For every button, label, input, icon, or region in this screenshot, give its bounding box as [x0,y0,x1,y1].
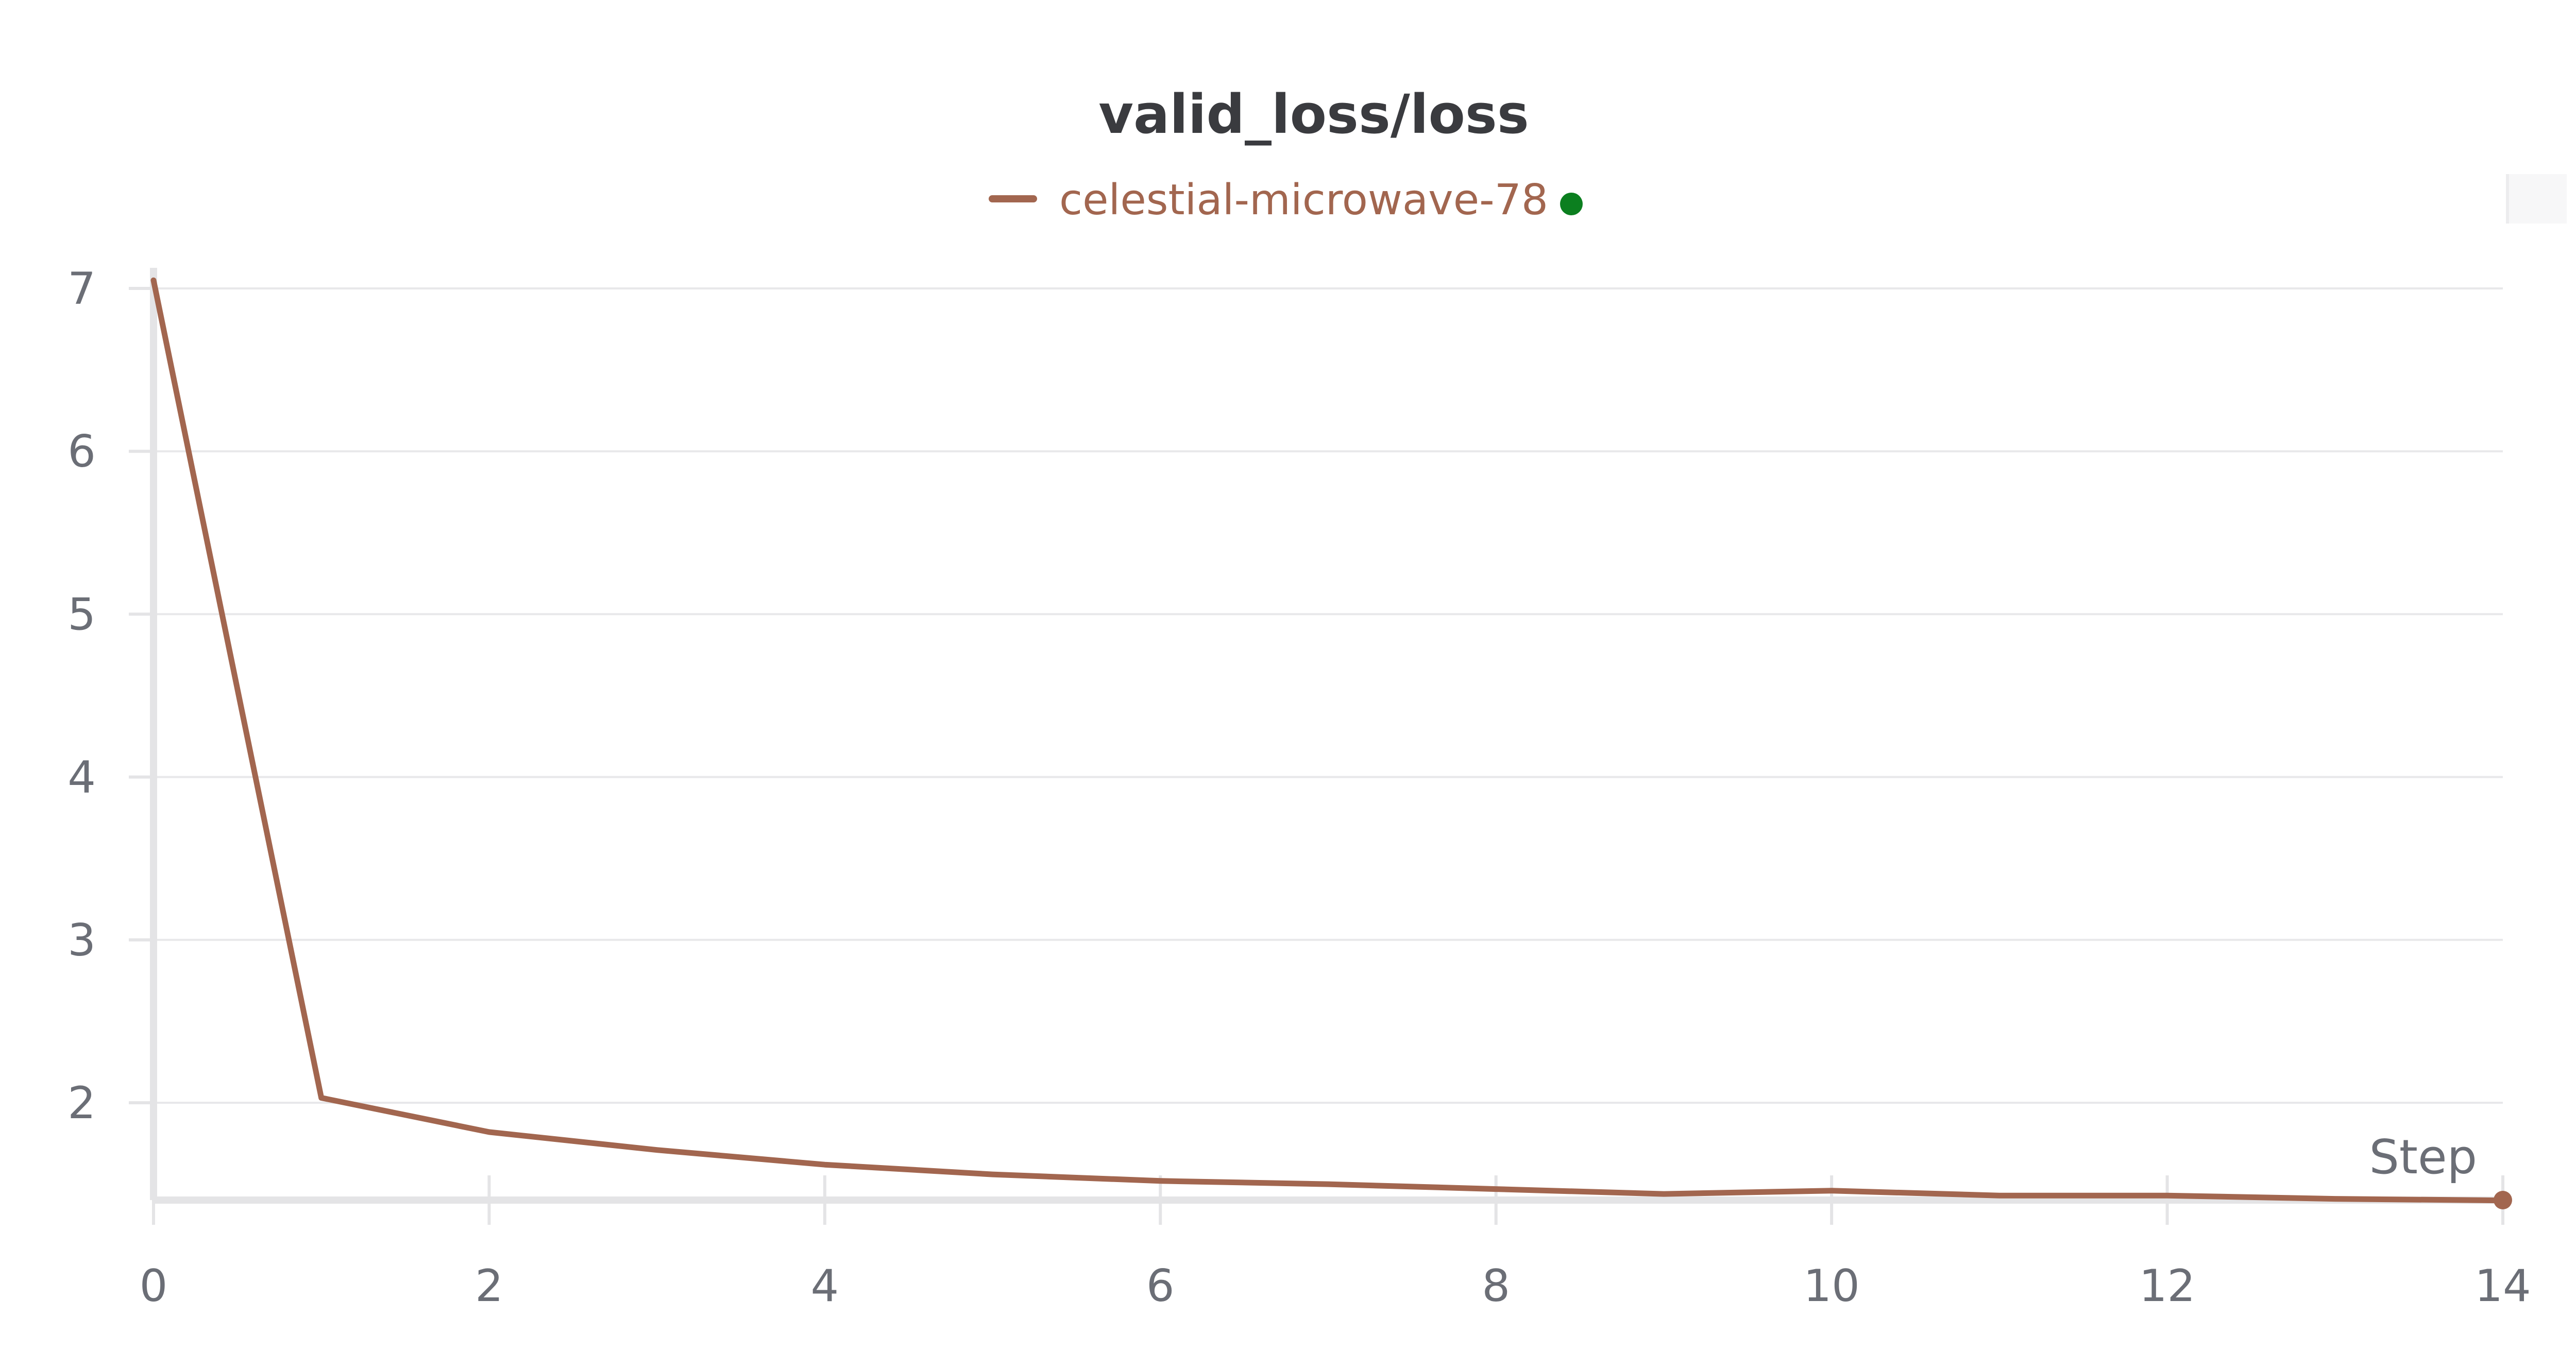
axes [150,268,2503,1204]
series-layer [150,277,2512,1209]
x-tick-label-0: 0 [140,1260,168,1312]
grid [154,287,2503,1104]
x-tick-label-4: 4 [810,1260,839,1312]
x-tick-label-12: 12 [2139,1260,2195,1312]
x-tick-label-2: 2 [475,1260,503,1312]
x-tick-label-6: 6 [1146,1260,1175,1312]
y-tick-label-4: 4 [67,752,96,803]
chart-title: valid_loss/loss [1098,83,1529,146]
series-end-point[interactable] [2494,1191,2512,1209]
x-axis-title: Step [2369,1130,2477,1185]
panel-corner-control[interactable] [2506,174,2567,224]
y-tick-label-7: 7 [67,263,96,315]
x-tick-label-14: 14 [2475,1260,2531,1312]
legend: celestial-microwave-78 [989,176,1583,225]
y-tick-label-5: 5 [67,589,96,640]
x-axis-ticks: 0 2 4 6 8 10 12 14 [140,1175,2531,1312]
x-tick-label-10: 10 [1803,1260,1859,1312]
y-tick-label-6: 6 [67,426,96,477]
legend-label: celestial-microwave-78 [1059,176,1548,225]
series-line-celestial-microwave-78[interactable] [150,277,2506,1204]
y-tick-label-2: 2 [67,1078,96,1129]
y-tick-label-3: 3 [67,915,96,966]
x-tick-label-8: 8 [1482,1260,1510,1312]
run-status-dot [1560,193,1583,215]
y-axis-ticks: 2 3 4 5 6 7 [67,263,154,1129]
